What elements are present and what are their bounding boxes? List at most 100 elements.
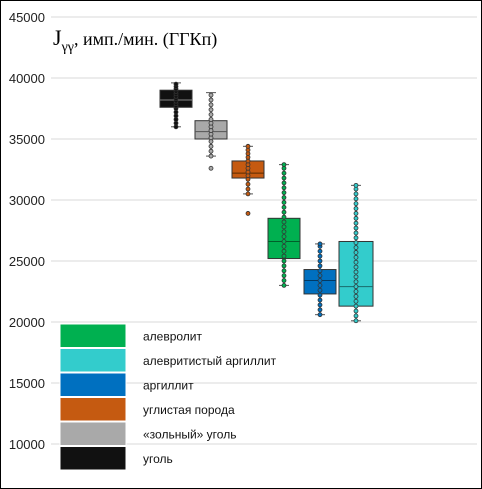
box-series xyxy=(231,143,265,216)
data-point xyxy=(317,253,323,259)
data-point xyxy=(281,282,287,288)
data-point xyxy=(173,81,179,87)
data-point xyxy=(353,215,359,221)
data-point xyxy=(353,284,359,290)
legend-swatch xyxy=(59,421,127,446)
y-tick-label: 30000 xyxy=(9,193,45,208)
box-series xyxy=(159,81,193,130)
data-point xyxy=(208,107,214,113)
box-series xyxy=(303,241,337,318)
data-point xyxy=(353,235,359,241)
data-point xyxy=(208,92,214,98)
data-point xyxy=(353,254,359,260)
data-point xyxy=(245,181,251,187)
data-point xyxy=(281,214,287,220)
legend-label: алевритистый аргиллит xyxy=(143,354,277,368)
data-point xyxy=(317,312,323,318)
data-point xyxy=(281,239,287,244)
data-point xyxy=(317,278,323,283)
data-point xyxy=(353,250,359,255)
legend-swatch xyxy=(59,348,127,373)
box-series xyxy=(194,92,228,171)
data-point xyxy=(281,273,287,279)
data-point xyxy=(281,204,287,210)
data-point xyxy=(245,191,251,197)
chart-title: Jγγ, имп./мин. (ГГКп) xyxy=(53,25,217,55)
data-point xyxy=(281,253,287,259)
legend: алевролит алевритистый аргиллит аргиллит уг… xyxy=(59,323,277,471)
legend-label: алевролит xyxy=(143,329,203,343)
data-point xyxy=(353,191,359,197)
y-tick-label: 20000 xyxy=(9,315,45,330)
data-point xyxy=(281,224,287,230)
data-point xyxy=(317,302,323,308)
data-point xyxy=(317,282,323,288)
data-point xyxy=(281,162,287,168)
legend-entry: углистая порода xyxy=(59,397,235,422)
y-axis-ticks: 10000 15000 20000 25000 30000 35000 40000 45000 xyxy=(9,10,45,452)
data-point xyxy=(208,102,214,108)
data-point xyxy=(281,234,287,240)
data-point xyxy=(208,112,214,117)
data-point xyxy=(317,263,323,269)
data-point xyxy=(353,298,359,304)
data-point xyxy=(353,259,359,265)
data-point xyxy=(317,241,323,247)
legend-entry: алевролит xyxy=(59,323,203,348)
box-series-layer xyxy=(159,81,374,324)
data-point xyxy=(353,240,359,246)
y-tick-label: 35000 xyxy=(9,132,45,147)
data-point xyxy=(317,307,323,313)
data-point xyxy=(281,170,287,176)
legend-label: «зольный» уголь xyxy=(143,427,236,441)
data-point xyxy=(281,229,287,235)
data-point xyxy=(353,293,359,299)
data-point xyxy=(245,186,251,192)
data-point xyxy=(353,269,359,275)
data-point xyxy=(317,258,323,264)
data-point xyxy=(245,143,251,149)
legend-entry: алевритистый аргиллит xyxy=(59,348,277,373)
data-point xyxy=(353,274,359,280)
legend-label: уголь xyxy=(143,452,173,466)
title-subscript: γγ xyxy=(61,40,74,55)
data-point xyxy=(281,248,287,254)
data-point xyxy=(353,303,359,309)
data-point xyxy=(353,245,359,250)
data-point xyxy=(281,175,287,181)
data-point xyxy=(281,185,287,191)
data-point xyxy=(317,287,323,293)
data-point xyxy=(245,211,251,216)
data-point xyxy=(317,248,323,254)
data-point xyxy=(281,200,287,205)
data-point xyxy=(281,195,287,200)
data-point xyxy=(353,182,359,188)
legend-entry: аргиллит xyxy=(59,372,194,397)
title-symbol: J xyxy=(53,25,62,50)
data-point xyxy=(281,209,287,215)
data-point xyxy=(353,211,359,216)
data-point xyxy=(353,230,359,236)
legend-label: углистая порода xyxy=(143,403,235,417)
title-rest: , имп./мин. (ГГКп) xyxy=(74,29,217,50)
data-point xyxy=(281,263,287,269)
data-point xyxy=(317,268,323,274)
legend-swatch xyxy=(59,446,127,471)
data-point xyxy=(208,97,214,103)
data-point xyxy=(208,143,214,149)
legend-swatch xyxy=(59,372,127,397)
data-point xyxy=(281,243,287,249)
data-point xyxy=(317,297,323,303)
y-tick-label: 40000 xyxy=(9,71,45,86)
data-point xyxy=(353,318,359,324)
data-point xyxy=(281,219,287,225)
y-tick-label: 10000 xyxy=(9,437,45,452)
legend-entry: уголь xyxy=(59,446,173,471)
data-point xyxy=(208,165,214,171)
box-series xyxy=(338,182,374,324)
data-point xyxy=(353,279,359,285)
legend-swatch xyxy=(59,397,127,422)
data-point xyxy=(281,278,287,283)
data-point xyxy=(353,206,359,211)
data-point xyxy=(317,273,323,279)
